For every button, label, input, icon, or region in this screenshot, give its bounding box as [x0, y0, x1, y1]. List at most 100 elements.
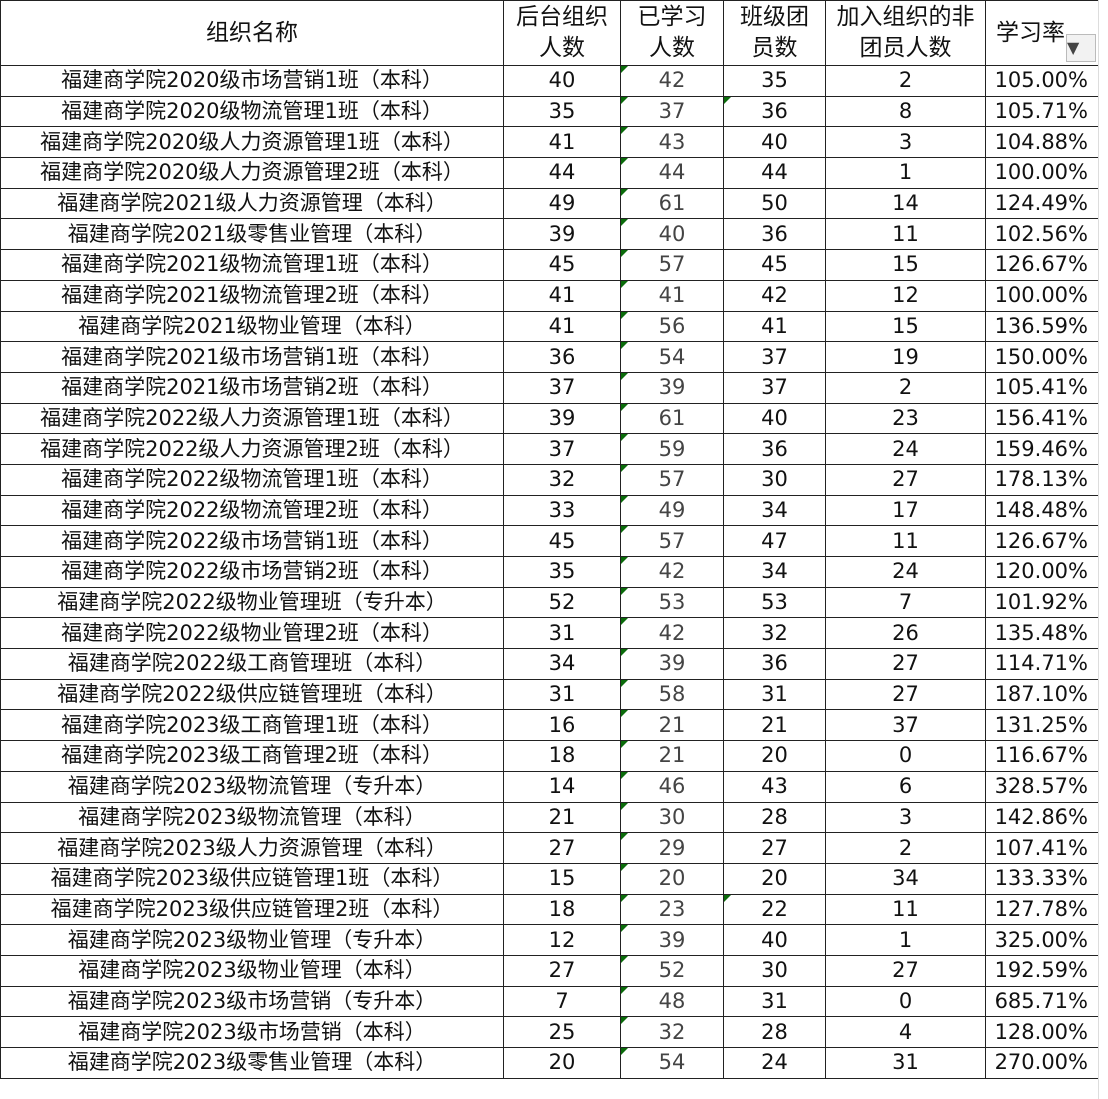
cell-learned-count[interactable]: 23	[620, 893, 724, 926]
cell-learning-rate[interactable]: 156.41%	[985, 402, 1099, 435]
cell-backend-count[interactable]: 25	[503, 1016, 621, 1048]
cell-org-name[interactable]: 福建商学院2022级物流管理2班（本科）	[0, 494, 504, 527]
cell-org-name[interactable]: 福建商学院2020级物流管理1班（本科）	[0, 95, 504, 128]
cell-nonmember-count[interactable]: 27	[825, 463, 986, 496]
cell-member-count[interactable]: 36	[723, 433, 826, 465]
cell-nonmember-count[interactable]: 2	[825, 371, 986, 404]
cell-learned-count[interactable]: 61	[620, 187, 724, 220]
cell-learned-count[interactable]: 42	[620, 556, 724, 588]
cell-learning-rate[interactable]: 126.67%	[985, 249, 1099, 281]
cell-backend-count[interactable]: 36	[503, 341, 621, 373]
cell-learning-rate[interactable]: 136.59%	[985, 310, 1099, 343]
cell-org-name[interactable]: 福建商学院2021级人力资源管理（本科）	[0, 187, 504, 220]
cell-learned-count[interactable]: 61	[620, 402, 724, 435]
header-learning-rate[interactable]: 学习率 ▼	[985, 0, 1099, 66]
cell-nonmember-count[interactable]: 11	[825, 218, 986, 251]
cell-member-count[interactable]: 31	[723, 678, 826, 711]
cell-member-count[interactable]: 44	[723, 157, 826, 189]
cell-org-name[interactable]: 福建商学院2021级物流管理1班（本科）	[0, 249, 504, 281]
cell-org-name[interactable]: 福建商学院2022级供应链管理班（本科）	[0, 678, 504, 711]
header-learned-count[interactable]: 已学习人数	[620, 0, 724, 66]
cell-org-name[interactable]: 福建商学院2022级物业管理2班（本科）	[0, 617, 504, 650]
cell-learning-rate[interactable]: 133.33%	[985, 862, 1099, 895]
cell-nonmember-count[interactable]: 2	[825, 832, 986, 864]
cell-backend-count[interactable]: 35	[503, 556, 621, 588]
cell-learned-count[interactable]: 54	[620, 1047, 724, 1079]
cell-org-name[interactable]: 福建商学院2023级人力资源管理（本科）	[0, 832, 504, 864]
cell-nonmember-count[interactable]: 4	[825, 1016, 986, 1048]
cell-backend-count[interactable]: 44	[503, 157, 621, 189]
cell-backend-count[interactable]: 27	[503, 954, 621, 987]
cell-nonmember-count[interactable]: 27	[825, 678, 986, 711]
cell-org-name[interactable]: 福建商学院2020级人力资源管理1班（本科）	[0, 126, 504, 159]
cell-backend-count[interactable]: 31	[503, 678, 621, 711]
cell-nonmember-count[interactable]: 31	[825, 1047, 986, 1079]
cell-learning-rate[interactable]: 325.00%	[985, 924, 1099, 956]
cell-learning-rate[interactable]: 135.48%	[985, 617, 1099, 650]
cell-member-count[interactable]: 53	[723, 586, 826, 619]
cell-org-name[interactable]: 福建商学院2023级零售业管理（本科）	[0, 1047, 504, 1079]
cell-member-count[interactable]: 40	[723, 126, 826, 159]
cell-org-name[interactable]: 福建商学院2022级工商管理班（本科）	[0, 648, 504, 680]
cell-member-count[interactable]: 27	[723, 832, 826, 864]
cell-member-count[interactable]: 30	[723, 954, 826, 987]
cell-learning-rate[interactable]: 178.13%	[985, 463, 1099, 496]
cell-nonmember-count[interactable]: 14	[825, 187, 986, 220]
cell-member-count[interactable]: 32	[723, 617, 826, 650]
cell-learned-count[interactable]: 39	[620, 924, 724, 956]
cell-learning-rate[interactable]: 128.00%	[985, 1016, 1099, 1048]
cell-org-name[interactable]: 福建商学院2022级市场营销2班（本科）	[0, 556, 504, 588]
cell-backend-count[interactable]: 41	[503, 279, 621, 312]
cell-nonmember-count[interactable]: 11	[825, 525, 986, 557]
cell-backend-count[interactable]: 21	[503, 801, 621, 834]
cell-member-count[interactable]: 34	[723, 556, 826, 588]
cell-nonmember-count[interactable]: 12	[825, 279, 986, 312]
cell-learning-rate[interactable]: 124.49%	[985, 187, 1099, 220]
cell-learned-count[interactable]: 49	[620, 494, 724, 527]
cell-learning-rate[interactable]: 685.71%	[985, 985, 1099, 1018]
cell-member-count[interactable]: 36	[723, 648, 826, 680]
cell-learned-count[interactable]: 21	[620, 709, 724, 742]
cell-org-name[interactable]: 福建商学院2023级物流管理（本科）	[0, 801, 504, 834]
cell-nonmember-count[interactable]: 0	[825, 740, 986, 772]
cell-learned-count[interactable]: 44	[620, 157, 724, 189]
cell-learning-rate[interactable]: 187.10%	[985, 678, 1099, 711]
cell-org-name[interactable]: 福建商学院2022级物流管理1班（本科）	[0, 463, 504, 496]
cell-learning-rate[interactable]: 328.57%	[985, 770, 1099, 803]
cell-member-count[interactable]: 47	[723, 525, 826, 557]
cell-nonmember-count[interactable]: 37	[825, 709, 986, 742]
cell-member-count[interactable]: 34	[723, 494, 826, 527]
cell-learned-count[interactable]: 59	[620, 433, 724, 465]
cell-learned-count[interactable]: 32	[620, 1016, 724, 1048]
cell-learning-rate[interactable]: 102.56%	[985, 218, 1099, 251]
cell-org-name[interactable]: 福建商学院2021级物流管理2班（本科）	[0, 279, 504, 312]
cell-member-count[interactable]: 42	[723, 279, 826, 312]
cell-member-count[interactable]: 35	[723, 65, 826, 97]
cell-learned-count[interactable]: 58	[620, 678, 724, 711]
cell-backend-count[interactable]: 33	[503, 494, 621, 527]
cell-backend-count[interactable]: 12	[503, 924, 621, 956]
cell-member-count[interactable]: 45	[723, 249, 826, 281]
cell-learning-rate[interactable]: 131.25%	[985, 709, 1099, 742]
cell-backend-count[interactable]: 31	[503, 617, 621, 650]
cell-member-count[interactable]: 36	[723, 95, 826, 128]
cell-nonmember-count[interactable]: 3	[825, 126, 986, 159]
cell-backend-count[interactable]: 39	[503, 218, 621, 251]
cell-org-name[interactable]: 福建商学院2023级物业管理（专升本）	[0, 924, 504, 956]
cell-nonmember-count[interactable]: 6	[825, 770, 986, 803]
cell-backend-count[interactable]: 32	[503, 463, 621, 496]
cell-learned-count[interactable]: 56	[620, 310, 724, 343]
cell-org-name[interactable]: 福建商学院2023级市场营销（专升本）	[0, 985, 504, 1018]
cell-org-name[interactable]: 福建商学院2022级物业管理班（专升本）	[0, 586, 504, 619]
cell-nonmember-count[interactable]: 7	[825, 586, 986, 619]
cell-learning-rate[interactable]: 101.92%	[985, 586, 1099, 619]
cell-member-count[interactable]: 24	[723, 1047, 826, 1079]
cell-nonmember-count[interactable]: 2	[825, 65, 986, 97]
cell-backend-count[interactable]: 34	[503, 648, 621, 680]
cell-learned-count[interactable]: 40	[620, 218, 724, 251]
cell-learning-rate[interactable]: 100.00%	[985, 279, 1099, 312]
cell-nonmember-count[interactable]: 11	[825, 893, 986, 926]
cell-learned-count[interactable]: 52	[620, 954, 724, 987]
cell-learned-count[interactable]: 46	[620, 770, 724, 803]
cell-learned-count[interactable]: 42	[620, 617, 724, 650]
